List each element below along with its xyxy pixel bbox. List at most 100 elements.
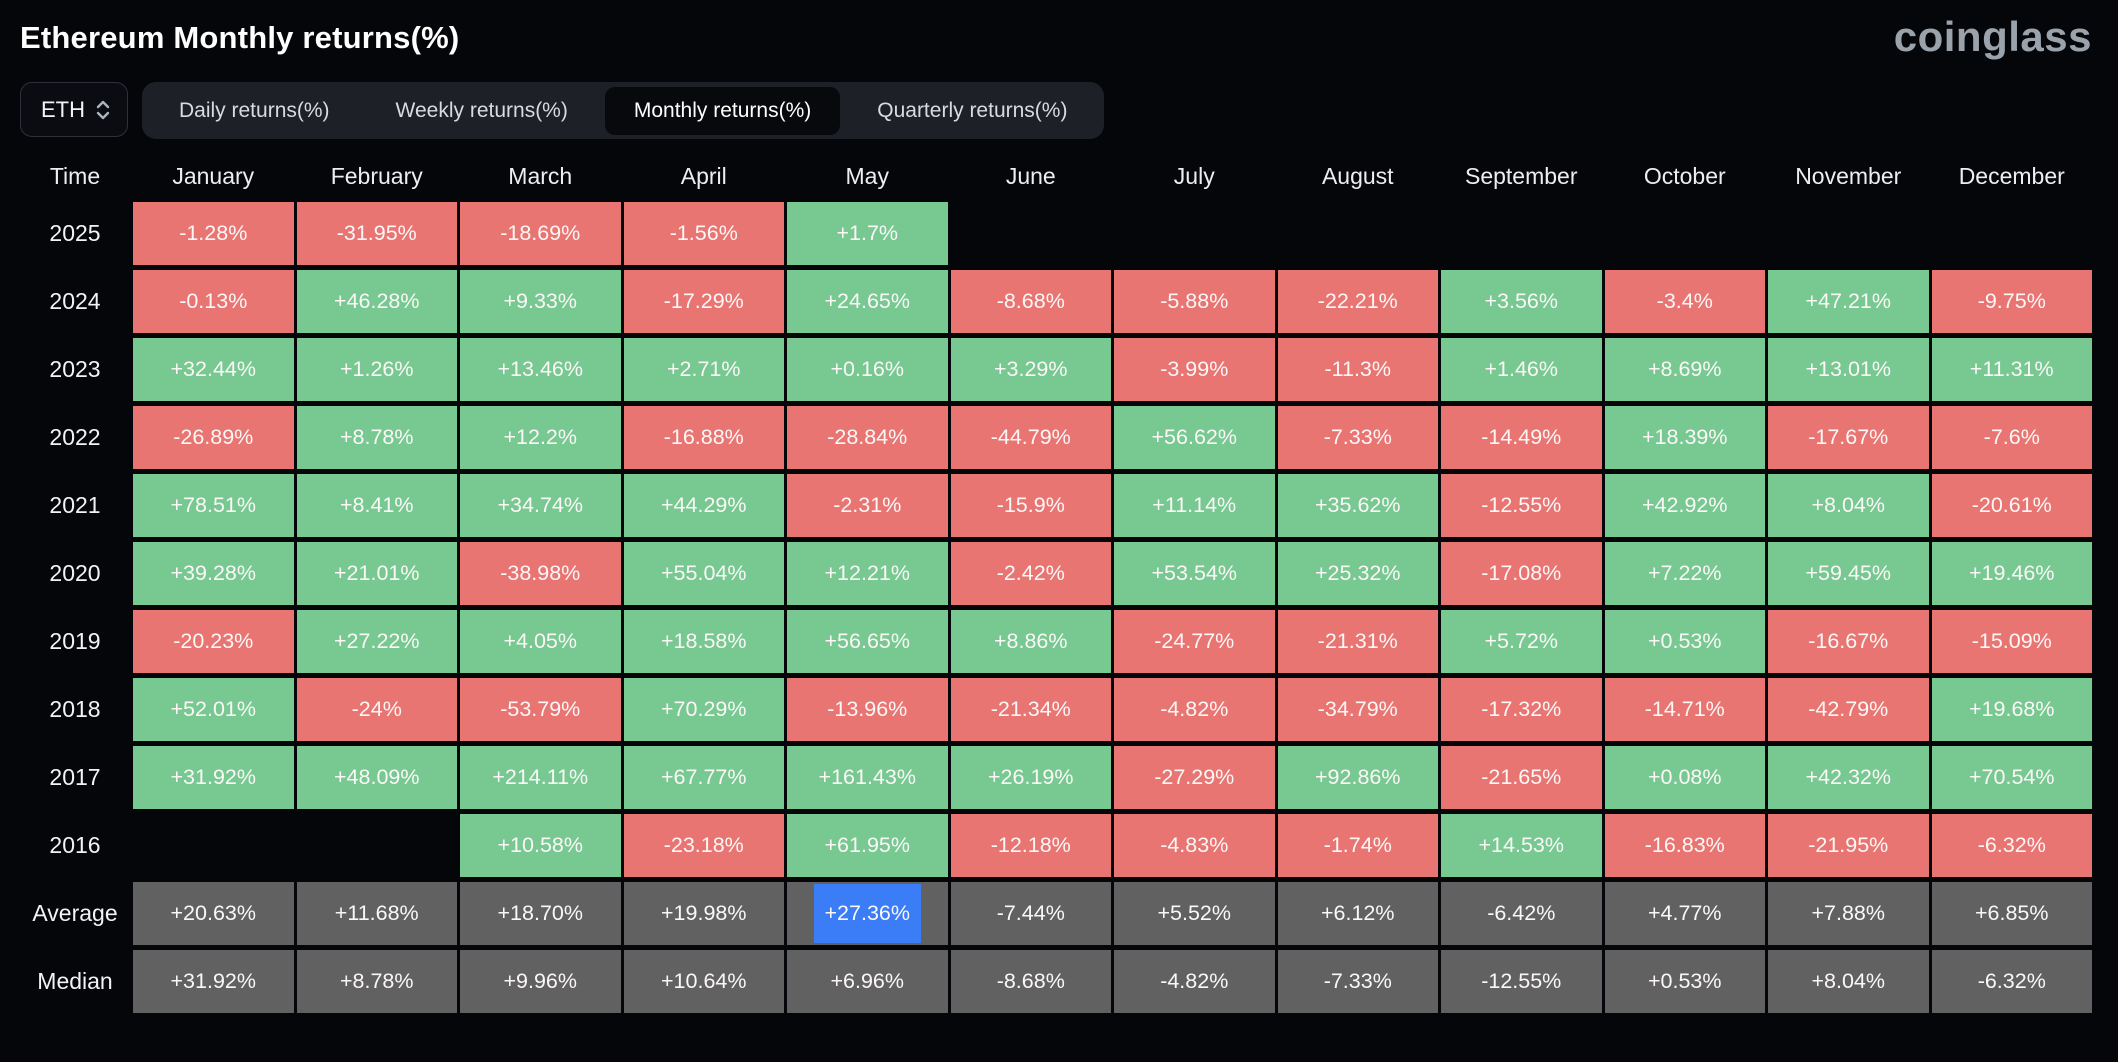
cell-median-december[interactable]: -6.32%: [1931, 950, 2092, 1013]
cell-2023-april[interactable]: +2.71%: [623, 338, 784, 401]
cell-2016-march[interactable]: +10.58%: [460, 814, 621, 877]
cell-2022-december[interactable]: -7.6%: [1931, 406, 2092, 469]
cell-median-june[interactable]: -8.68%: [950, 950, 1111, 1013]
cell-2021-march[interactable]: +34.74%: [460, 474, 621, 537]
cell-2020-august[interactable]: +25.32%: [1277, 542, 1438, 605]
cell-average-march[interactable]: +18.70%: [460, 882, 621, 945]
cell-2023-november[interactable]: +13.01%: [1768, 338, 1929, 401]
cell-2017-january[interactable]: +31.92%: [133, 746, 294, 809]
cell-average-july[interactable]: +5.52%: [1114, 882, 1275, 945]
cell-2025-february[interactable]: -31.95%: [296, 202, 457, 265]
cell-2020-july[interactable]: +53.54%: [1114, 542, 1275, 605]
cell-2017-october[interactable]: +0.08%: [1604, 746, 1765, 809]
cell-2019-september[interactable]: +5.72%: [1441, 610, 1602, 673]
cell-2021-august[interactable]: +35.62%: [1277, 474, 1438, 537]
cell-2023-may[interactable]: +0.16%: [787, 338, 948, 401]
cell-2025-may[interactable]: +1.7%: [787, 202, 948, 265]
cell-2021-september[interactable]: -12.55%: [1441, 474, 1602, 537]
cell-2016-august[interactable]: -1.74%: [1277, 814, 1438, 877]
cell-2024-september[interactable]: +3.56%: [1441, 270, 1602, 333]
cell-2020-january[interactable]: +39.28%: [133, 542, 294, 605]
cell-2024-march[interactable]: +9.33%: [460, 270, 621, 333]
tab-daily[interactable]: Daily returns(%): [179, 98, 330, 122]
cell-2020-october[interactable]: +7.22%: [1604, 542, 1765, 605]
cell-2024-december[interactable]: -9.75%: [1931, 270, 2092, 333]
cell-2020-june[interactable]: -2.42%: [950, 542, 1111, 605]
cell-2021-january[interactable]: +78.51%: [133, 474, 294, 537]
cell-2021-november[interactable]: +8.04%: [1768, 474, 1929, 537]
cell-2022-june[interactable]: -44.79%: [950, 406, 1111, 469]
cell-2019-december[interactable]: -15.09%: [1931, 610, 2092, 673]
cell-2017-july[interactable]: -27.29%: [1114, 746, 1275, 809]
cell-2021-february[interactable]: +8.41%: [296, 474, 457, 537]
cell-2018-june[interactable]: -21.34%: [950, 678, 1111, 741]
cell-2023-march[interactable]: +13.46%: [460, 338, 621, 401]
cell-2019-november[interactable]: -16.67%: [1768, 610, 1929, 673]
cell-median-january[interactable]: +31.92%: [133, 950, 294, 1013]
cell-2022-march[interactable]: +12.2%: [460, 406, 621, 469]
cell-2023-february[interactable]: +1.26%: [296, 338, 457, 401]
cell-2021-october[interactable]: +42.92%: [1604, 474, 1765, 537]
cell-2021-may[interactable]: -2.31%: [787, 474, 948, 537]
cell-average-may[interactable]: +27.36%: [787, 882, 948, 945]
cell-2016-april[interactable]: -23.18%: [623, 814, 784, 877]
cell-average-january[interactable]: +20.63%: [133, 882, 294, 945]
cell-2020-march[interactable]: -38.98%: [460, 542, 621, 605]
cell-average-february[interactable]: +11.68%: [296, 882, 457, 945]
cell-2019-january[interactable]: -20.23%: [133, 610, 294, 673]
cell-2018-april[interactable]: +70.29%: [623, 678, 784, 741]
cell-2019-march[interactable]: +4.05%: [460, 610, 621, 673]
cell-2018-august[interactable]: -34.79%: [1277, 678, 1438, 741]
cell-2016-june[interactable]: -12.18%: [950, 814, 1111, 877]
cell-2022-april[interactable]: -16.88%: [623, 406, 784, 469]
cell-average-september[interactable]: -6.42%: [1441, 882, 1602, 945]
cell-2023-august[interactable]: -11.3%: [1277, 338, 1438, 401]
cell-2018-december[interactable]: +19.68%: [1931, 678, 2092, 741]
cell-median-april[interactable]: +10.64%: [623, 950, 784, 1013]
cell-2024-january[interactable]: -0.13%: [133, 270, 294, 333]
cell-average-april[interactable]: +19.98%: [623, 882, 784, 945]
tab-weekly[interactable]: Weekly returns(%): [395, 98, 568, 122]
cell-median-july[interactable]: -4.82%: [1114, 950, 1275, 1013]
cell-2019-july[interactable]: -24.77%: [1114, 610, 1275, 673]
cell-2022-september[interactable]: -14.49%: [1441, 406, 1602, 469]
cell-2017-march[interactable]: +214.11%: [460, 746, 621, 809]
cell-2019-june[interactable]: +8.86%: [950, 610, 1111, 673]
cell-2017-february[interactable]: +48.09%: [296, 746, 457, 809]
cell-2021-july[interactable]: +11.14%: [1114, 474, 1275, 537]
cell-2024-august[interactable]: -22.21%: [1277, 270, 1438, 333]
cell-2017-september[interactable]: -21.65%: [1441, 746, 1602, 809]
cell-2017-april[interactable]: +67.77%: [623, 746, 784, 809]
cell-2024-october[interactable]: -3.4%: [1604, 270, 1765, 333]
cell-2016-october[interactable]: -16.83%: [1604, 814, 1765, 877]
cell-median-february[interactable]: +8.78%: [296, 950, 457, 1013]
cell-2016-july[interactable]: -4.83%: [1114, 814, 1275, 877]
cell-median-august[interactable]: -7.33%: [1277, 950, 1438, 1013]
cell-average-november[interactable]: +7.88%: [1768, 882, 1929, 945]
cell-2023-january[interactable]: +32.44%: [133, 338, 294, 401]
cell-average-june[interactable]: -7.44%: [950, 882, 1111, 945]
cell-2020-september[interactable]: -17.08%: [1441, 542, 1602, 605]
cell-average-october[interactable]: +4.77%: [1604, 882, 1765, 945]
cell-2024-june[interactable]: -8.68%: [950, 270, 1111, 333]
cell-2023-july[interactable]: -3.99%: [1114, 338, 1275, 401]
cell-2018-february[interactable]: -24%: [296, 678, 457, 741]
cell-2018-july[interactable]: -4.82%: [1114, 678, 1275, 741]
cell-2017-june[interactable]: +26.19%: [950, 746, 1111, 809]
cell-2019-may[interactable]: +56.65%: [787, 610, 948, 673]
cell-2018-october[interactable]: -14.71%: [1604, 678, 1765, 741]
cell-2019-october[interactable]: +0.53%: [1604, 610, 1765, 673]
cell-2023-september[interactable]: +1.46%: [1441, 338, 1602, 401]
cell-2017-may[interactable]: +161.43%: [787, 746, 948, 809]
cell-2024-may[interactable]: +24.65%: [787, 270, 948, 333]
cell-2020-february[interactable]: +21.01%: [296, 542, 457, 605]
cell-2025-april[interactable]: -1.56%: [623, 202, 784, 265]
cell-2019-august[interactable]: -21.31%: [1277, 610, 1438, 673]
cell-2020-may[interactable]: +12.21%: [787, 542, 948, 605]
cell-2022-august[interactable]: -7.33%: [1277, 406, 1438, 469]
cell-2020-november[interactable]: +59.45%: [1768, 542, 1929, 605]
cell-2022-may[interactable]: -28.84%: [787, 406, 948, 469]
cell-2016-november[interactable]: -21.95%: [1768, 814, 1929, 877]
tab-quarterly[interactable]: Quarterly returns(%): [877, 98, 1068, 122]
cell-2017-december[interactable]: +70.54%: [1931, 746, 2092, 809]
